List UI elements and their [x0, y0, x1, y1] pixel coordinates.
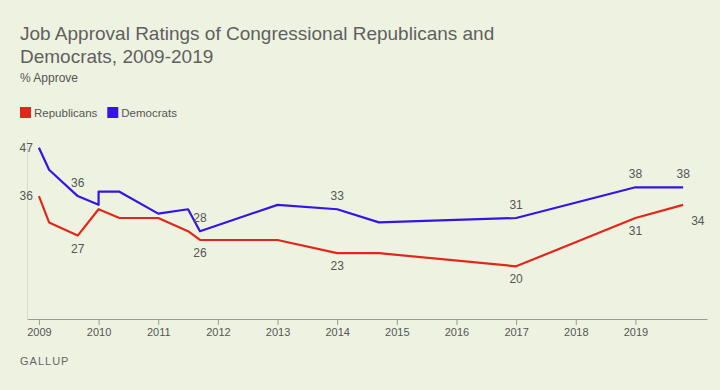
data-labels: 36 27 26 23 20 31 34 47 36 28 33 31 38 38 [20, 141, 705, 287]
plot-area [39, 148, 683, 267]
data-label: 20 [509, 272, 523, 286]
x-tick-label: 2015 [385, 326, 409, 338]
x-tick-label: 2019 [624, 326, 648, 338]
x-tick-mark [278, 319, 279, 325]
data-label: 33 [330, 189, 344, 203]
x-axis: 2009 2010 2011 2012 2013 2014 2015 2016 2017 2018… [27, 319, 707, 338]
x-tick-label: 2009 [27, 326, 51, 338]
x-tick-mark [337, 319, 338, 325]
x-tick-mark [158, 319, 159, 325]
x-tick: 2009 [27, 319, 51, 338]
title-line: Job Approval Ratings of Congressional Re… [20, 23, 494, 44]
legend-swatch [107, 107, 118, 118]
x-tick-label: 2011 [147, 326, 171, 338]
subtitle: % Approve [20, 71, 78, 85]
x-tick-mark [39, 319, 40, 325]
legend-label: Republicans [34, 107, 98, 119]
data-label: 38 [676, 167, 690, 181]
data-label: 36 [20, 189, 34, 203]
x-tick-mark [397, 319, 398, 325]
chart: Job Approval Ratings of Congressional Re… [0, 0, 720, 390]
x-tick: 2015 [385, 319, 409, 338]
title-line: Democrats, 2009-2019 [20, 46, 213, 67]
background [0, 0, 720, 390]
x-tick-label: 2010 [87, 326, 111, 338]
source: GALLUP [20, 355, 69, 367]
x-tick-label: 2014 [325, 326, 349, 338]
x-tick: 2018 [564, 319, 588, 338]
x-tick-mark [635, 319, 636, 325]
x-tick-label: 2012 [206, 326, 230, 338]
x-tick: 2016 [445, 319, 469, 338]
data-label: 34 [691, 214, 705, 228]
legend-swatch [20, 107, 31, 118]
data-label: 31 [509, 198, 523, 212]
data-label: 26 [193, 246, 207, 260]
x-tick: 2017 [504, 319, 528, 338]
x-tick: 2010 [87, 319, 111, 338]
data-label: 38 [629, 167, 643, 181]
data-label: 23 [330, 259, 344, 273]
x-tick: 2013 [266, 319, 290, 338]
legend-label: Democrats [121, 107, 177, 119]
data-label: 47 [20, 141, 34, 155]
x-tick: 2014 [325, 319, 349, 338]
x-tick-mark [218, 319, 219, 325]
series-line [39, 148, 683, 231]
x-tick-label: 2017 [504, 326, 528, 338]
data-label: 36 [71, 176, 85, 190]
data-label: 28 [193, 211, 207, 225]
data-label: 27 [71, 242, 85, 256]
x-tick-mark [99, 319, 100, 325]
x-tick: 2011 [147, 319, 171, 338]
title: Job Approval Ratings of Congressional Re… [20, 23, 494, 67]
x-tick-mark [516, 319, 517, 325]
x-tick-mark [456, 319, 457, 325]
y-axis [27, 140, 28, 320]
series-line [39, 196, 683, 266]
x-tick: 2012 [206, 319, 230, 338]
x-tick: 2019 [624, 319, 648, 338]
data-label: 31 [629, 224, 643, 238]
y-axis-line [27, 140, 28, 320]
x-axis-line [28, 319, 708, 320]
x-tick-label: 2016 [445, 326, 469, 338]
x-tick-mark [576, 319, 577, 325]
x-tick-label: 2013 [266, 326, 290, 338]
x-tick-label: 2018 [564, 326, 588, 338]
